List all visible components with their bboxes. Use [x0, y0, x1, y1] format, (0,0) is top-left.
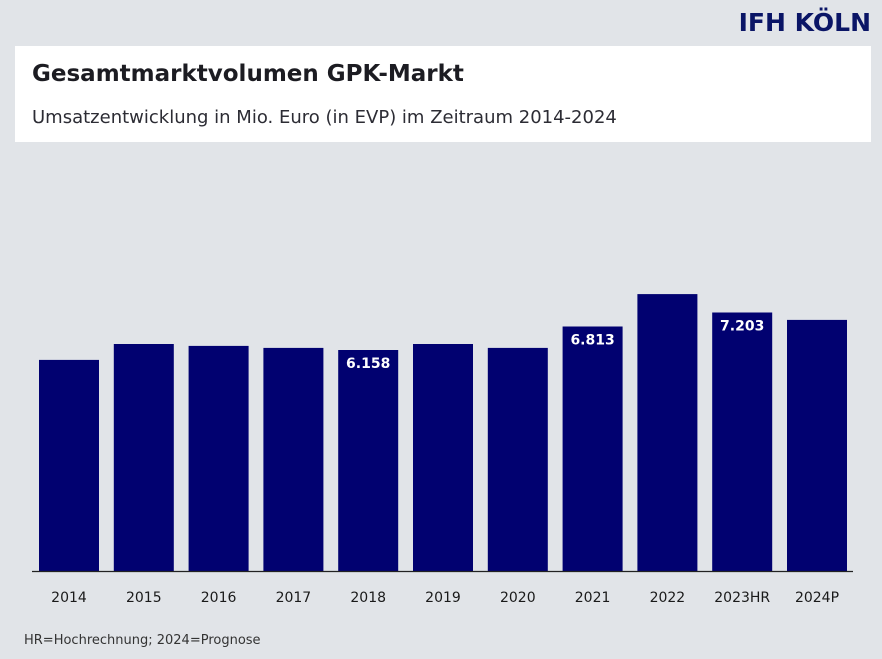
bar-2017 — [263, 347, 324, 571]
x-tick-label-2018: 2018 — [350, 590, 386, 606]
bar-2019 — [413, 344, 473, 571]
x-tick-label-2014: 2014 — [51, 590, 87, 606]
data-label-2021: 6.813 — [570, 333, 614, 349]
x-tick-label-2023HR: 2023HR — [714, 590, 770, 606]
footnote: HR=Hochrechnung; 2024=Prognose — [24, 633, 261, 648]
x-tick-label-2019: 2019 — [425, 590, 461, 606]
bar-2022 — [637, 294, 698, 571]
chart-subtitle: Umsatzentwicklung in Mio. Euro (in EVP) … — [32, 107, 617, 128]
x-tick-label-2024P: 2024P — [795, 590, 839, 606]
x-tick-label-2017: 2017 — [276, 590, 312, 606]
x-tick-label-2015: 2015 — [126, 590, 162, 606]
ifh-koeln-logo: IFH KÖLN — [738, 8, 871, 37]
bar-2020 — [487, 347, 548, 571]
bar-2018 — [338, 350, 399, 571]
data-label-2023HR: 7.203 — [720, 319, 764, 335]
bar-2021 — [562, 326, 623, 571]
bar-2024P — [787, 319, 847, 571]
bar-2023HR — [712, 312, 773, 571]
bar-2015 — [113, 344, 174, 571]
x-tick-label-2022: 2022 — [650, 590, 686, 606]
x-tick-label-2016: 2016 — [201, 590, 237, 606]
data-label-2018: 6.158 — [346, 356, 390, 372]
chart-header: Gesamtmarktvolumen GPK-Markt Umsatzentwi… — [15, 46, 871, 142]
x-tick-label-2021: 2021 — [575, 590, 611, 606]
x-tick-label-2020: 2020 — [500, 590, 536, 606]
bar-2016 — [188, 345, 249, 571]
chart-title: Gesamtmarktvolumen GPK-Markt — [32, 61, 464, 87]
bar-2014 — [39, 359, 99, 571]
